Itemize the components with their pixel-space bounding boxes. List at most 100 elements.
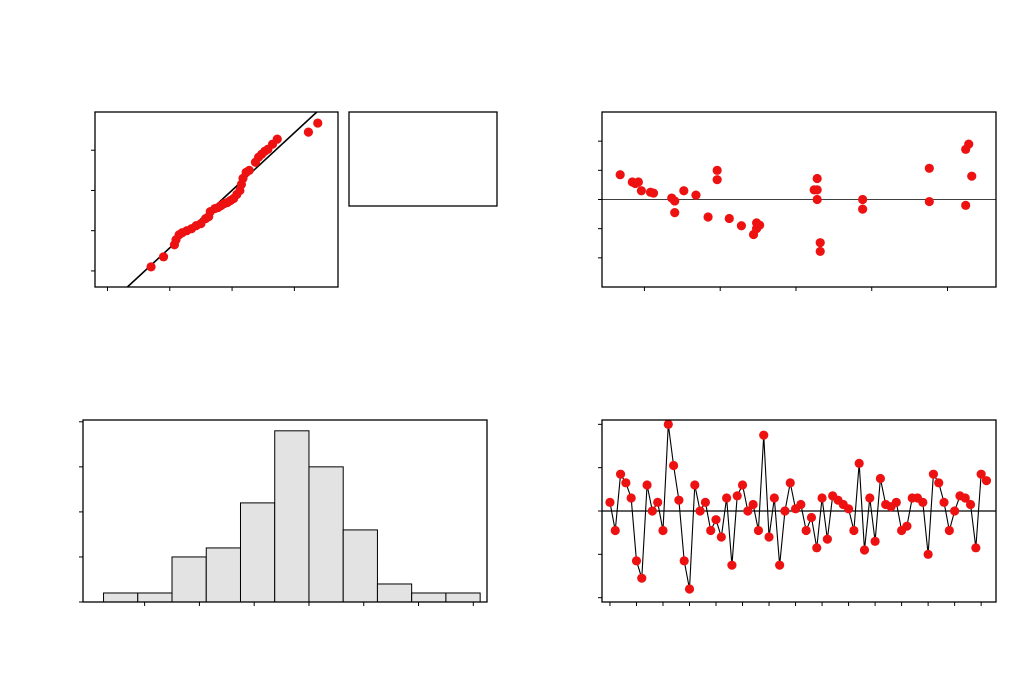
data-point bbox=[610, 525, 620, 536]
data-point bbox=[712, 165, 722, 175]
data-point bbox=[706, 525, 716, 536]
data-point bbox=[642, 480, 652, 490]
data-point bbox=[272, 134, 282, 144]
data-point bbox=[674, 495, 684, 505]
data-point bbox=[858, 204, 868, 214]
data-point bbox=[636, 186, 647, 196]
data-point bbox=[939, 497, 949, 507]
data-point bbox=[924, 163, 934, 173]
legend-box bbox=[348, 111, 498, 207]
data-point bbox=[753, 525, 764, 536]
histogram-bar bbox=[308, 466, 344, 602]
versus-fits-plot bbox=[598, 111, 997, 291]
data-point bbox=[668, 460, 679, 471]
data-point bbox=[716, 532, 726, 542]
data-point bbox=[769, 493, 779, 503]
data-point bbox=[960, 493, 970, 503]
data-point bbox=[700, 497, 711, 507]
data-point bbox=[870, 536, 880, 546]
data-point bbox=[626, 493, 636, 503]
data-point bbox=[859, 545, 870, 555]
data-point bbox=[875, 473, 885, 484]
data-point bbox=[670, 196, 680, 206]
data-point bbox=[670, 208, 680, 218]
histogram-bar bbox=[376, 583, 413, 602]
data-point bbox=[736, 221, 747, 231]
data-point bbox=[615, 170, 625, 180]
data-point bbox=[971, 543, 981, 553]
data-point bbox=[923, 549, 933, 559]
data-point bbox=[812, 173, 822, 184]
data-point bbox=[981, 476, 992, 486]
data-point bbox=[865, 493, 875, 503]
data-point bbox=[712, 175, 722, 185]
data-point bbox=[858, 194, 868, 205]
data-point bbox=[679, 556, 689, 566]
data-point bbox=[950, 506, 960, 516]
data-point bbox=[801, 525, 811, 536]
data-point bbox=[965, 499, 976, 510]
histogram-bar bbox=[445, 592, 481, 602]
data-point bbox=[615, 469, 626, 479]
data-point bbox=[918, 497, 928, 507]
data-point bbox=[924, 196, 934, 207]
data-point bbox=[684, 584, 695, 594]
data-point bbox=[817, 493, 827, 503]
data-point bbox=[812, 194, 822, 205]
data-point bbox=[648, 188, 659, 198]
data-point bbox=[727, 560, 737, 570]
histogram-bar bbox=[411, 592, 447, 602]
plot-frame bbox=[82, 419, 488, 603]
data-point bbox=[775, 560, 785, 570]
data-point bbox=[703, 212, 713, 222]
plot-frame bbox=[94, 111, 339, 288]
data-point bbox=[303, 127, 314, 137]
data-point bbox=[146, 262, 156, 272]
data-point bbox=[849, 525, 859, 536]
data-point bbox=[812, 543, 822, 553]
data-point bbox=[755, 220, 765, 230]
histogram-bar bbox=[103, 592, 139, 602]
data-point bbox=[737, 480, 748, 490]
data-point bbox=[780, 506, 790, 516]
data-point bbox=[815, 246, 825, 257]
data-point bbox=[732, 491, 742, 501]
plot-frame bbox=[601, 111, 997, 288]
data-point bbox=[812, 185, 822, 195]
data-point bbox=[621, 478, 631, 488]
data-point bbox=[647, 506, 657, 516]
histogram-bar bbox=[171, 556, 207, 602]
plot-area bbox=[602, 139, 996, 257]
data-point bbox=[244, 165, 254, 175]
histogram-bar bbox=[342, 529, 378, 602]
data-point bbox=[902, 521, 912, 531]
data-point bbox=[313, 118, 323, 128]
data-point bbox=[743, 506, 753, 516]
data-point bbox=[944, 525, 954, 536]
data-point bbox=[658, 525, 668, 536]
plot-frame bbox=[601, 419, 997, 603]
data-point bbox=[631, 556, 642, 566]
data-point bbox=[633, 177, 643, 187]
data-point bbox=[679, 186, 689, 196]
data-point bbox=[854, 458, 864, 468]
data-point bbox=[690, 480, 700, 490]
data-point bbox=[843, 504, 854, 514]
data-point bbox=[815, 238, 825, 248]
data-point bbox=[663, 420, 673, 429]
data-point bbox=[967, 171, 977, 181]
data-point bbox=[961, 200, 971, 210]
data-point bbox=[822, 534, 832, 544]
data-point bbox=[748, 499, 758, 510]
data-point bbox=[605, 497, 615, 507]
data-point bbox=[691, 190, 701, 200]
data-point bbox=[796, 499, 806, 510]
data-point bbox=[637, 573, 647, 583]
histogram-bar bbox=[205, 547, 241, 602]
data-point bbox=[934, 478, 944, 488]
data-point bbox=[759, 430, 769, 440]
data-point bbox=[695, 506, 705, 516]
data-point bbox=[785, 478, 795, 488]
data-point bbox=[764, 532, 774, 542]
